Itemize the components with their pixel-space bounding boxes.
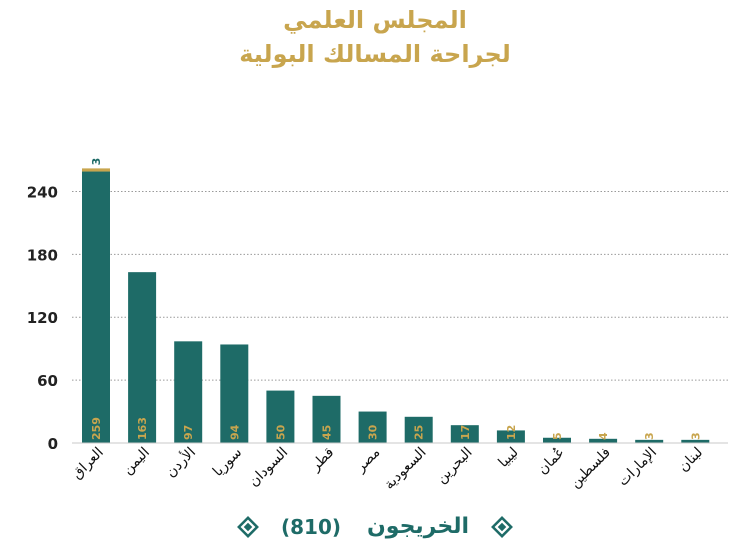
x-tick-label: سوريا (210, 445, 245, 480)
x-tick-label: لبنان (676, 445, 707, 476)
x-tick-label: عُمان (535, 445, 568, 478)
bar-stack-top (82, 168, 110, 172)
legend: (810) الخريجون (0, 514, 750, 539)
bar (635, 439, 664, 443)
bar (543, 437, 571, 443)
bar (681, 439, 710, 443)
x-tick-label: البحرين (433, 445, 475, 487)
bar (312, 395, 341, 443)
bar-value-label: 3 (689, 432, 702, 440)
x-tick-label: ليبيا (495, 445, 521, 471)
bar-value-label: 50 (274, 424, 287, 440)
bar (82, 171, 110, 443)
x-tick-label: فلسطين (567, 445, 614, 492)
x-tick-label: مصر (352, 445, 383, 476)
bar-value-label: 17 (459, 425, 472, 440)
bar (174, 341, 203, 443)
bar (496, 430, 525, 443)
bar (450, 425, 479, 443)
bar-value-label: 3 (643, 432, 656, 440)
bar-value-label: 163 (136, 417, 149, 440)
x-tick-label: الإمارات (615, 445, 660, 490)
chart-title-line1: المجلس العلمي (283, 6, 467, 34)
bar-chart: 0 60 120 180 240 259 3 العراق 163 اليمن 97 الأردن 94… (27, 158, 728, 493)
bar-value-label: 45 (321, 425, 334, 440)
stack-value-label: 3 (90, 158, 103, 166)
bar-value-label: 259 (90, 417, 103, 440)
bar (128, 272, 157, 443)
x-tick-label: السودان (246, 445, 291, 490)
x-tick-label: قطر (307, 445, 337, 475)
y-tick-label: 120 (27, 309, 58, 327)
x-tick-label: السعودية (381, 445, 429, 493)
diamond-icon (237, 515, 259, 538)
x-tick-label: العراق (69, 445, 107, 483)
y-tick-label: 60 (37, 372, 58, 390)
bar-value-label: 25 (413, 425, 426, 440)
y-tick-label: 180 (27, 246, 58, 264)
bar (220, 344, 249, 443)
x-tick-label: اليمن (120, 445, 153, 478)
bar-value-label: 12 (505, 425, 518, 440)
bar-value-label: 5 (551, 432, 564, 440)
x-tick-label: الأردن (161, 443, 199, 481)
bar (589, 438, 618, 443)
bar-value-label: 30 (367, 424, 380, 440)
diamond-icon (491, 515, 513, 538)
bar-value-label: 94 (228, 424, 241, 440)
bar (358, 411, 387, 443)
bar-value-label: 97 (182, 425, 195, 440)
y-tick-label: 240 (27, 183, 58, 201)
legend-label: الخريجون (367, 514, 470, 539)
legend-count: (810) (280, 514, 341, 539)
bar (404, 416, 433, 443)
y-tick-label: 0 (48, 435, 58, 453)
chart-title-line2: لجراحة المسالك البولية (239, 40, 511, 68)
bar-value-label: 4 (597, 432, 610, 440)
bar (266, 390, 295, 443)
